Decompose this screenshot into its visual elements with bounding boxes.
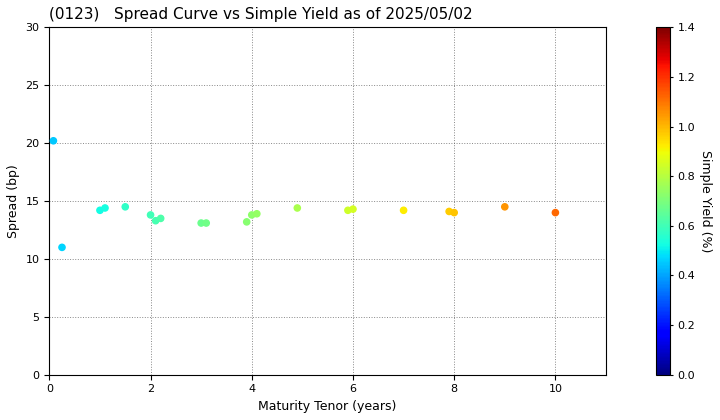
- Point: [499, 203, 510, 210]
- X-axis label: Maturity Tenor (years): Maturity Tenor (years): [258, 400, 397, 413]
- Point: [145, 212, 156, 218]
- Point: [398, 207, 410, 214]
- Point: [449, 209, 460, 216]
- Point: [120, 203, 131, 210]
- Point: [56, 244, 68, 251]
- Point: [48, 137, 59, 144]
- Y-axis label: Spread (bp): Spread (bp): [7, 164, 20, 238]
- Text: (0123)   Spread Curve vs Simple Yield as of 2025/05/02: (0123) Spread Curve vs Simple Yield as o…: [50, 7, 473, 22]
- Point: [246, 212, 258, 218]
- Point: [549, 209, 561, 216]
- Point: [347, 206, 359, 213]
- Point: [99, 205, 111, 211]
- Point: [150, 218, 161, 224]
- Point: [251, 210, 263, 217]
- Point: [94, 207, 106, 214]
- Y-axis label: Simple Yield (%): Simple Yield (%): [699, 150, 712, 252]
- Point: [292, 205, 303, 211]
- Point: [200, 220, 212, 226]
- Point: [195, 220, 207, 226]
- Point: [241, 218, 253, 225]
- Point: [444, 208, 455, 215]
- Point: [155, 215, 166, 222]
- Point: [342, 207, 354, 214]
